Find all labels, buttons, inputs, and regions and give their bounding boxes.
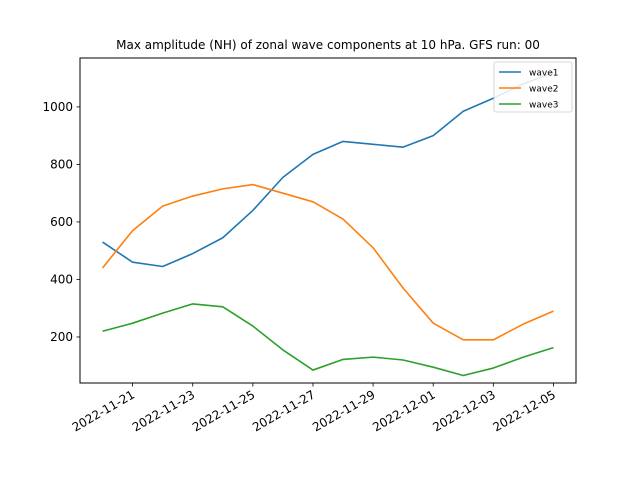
legend-label-wave3: wave3 xyxy=(529,101,558,111)
x-tick-label: 2022-11-23 xyxy=(130,387,197,434)
x-tick-label: 2022-11-27 xyxy=(250,387,317,434)
legend: wave1 wave2 wave3 xyxy=(493,61,573,113)
legend-box xyxy=(493,61,573,113)
x-tick-label: 2022-12-03 xyxy=(430,387,497,434)
y-tick-label: 600 xyxy=(50,215,73,229)
axes-frame xyxy=(79,57,577,384)
y-tick-label: 800 xyxy=(50,157,73,171)
x-tick-label: 2022-12-05 xyxy=(491,387,558,434)
plot-area: 20040060080010002022-11-212022-11-232022… xyxy=(42,71,558,434)
x-tick-label: 2022-11-21 xyxy=(70,387,137,434)
x-tick-label: 2022-11-25 xyxy=(190,387,257,434)
y-tick-label: 400 xyxy=(50,272,73,286)
chart-title: Max amplitude (NH) of zonal wave compone… xyxy=(116,38,540,52)
legend-label-wave1: wave1 xyxy=(529,69,558,79)
x-tick-label: 2022-11-29 xyxy=(310,387,377,434)
series-line-wave2 xyxy=(101,183,554,341)
series-line-wave3 xyxy=(102,303,554,377)
legend-label-wave2: wave2 xyxy=(529,85,558,95)
x-tick-label: 2022-12-01 xyxy=(370,387,437,434)
y-tick-label: 200 xyxy=(50,330,73,344)
y-tick-label: 1000 xyxy=(42,100,73,114)
series-line-wave1 xyxy=(102,71,554,268)
